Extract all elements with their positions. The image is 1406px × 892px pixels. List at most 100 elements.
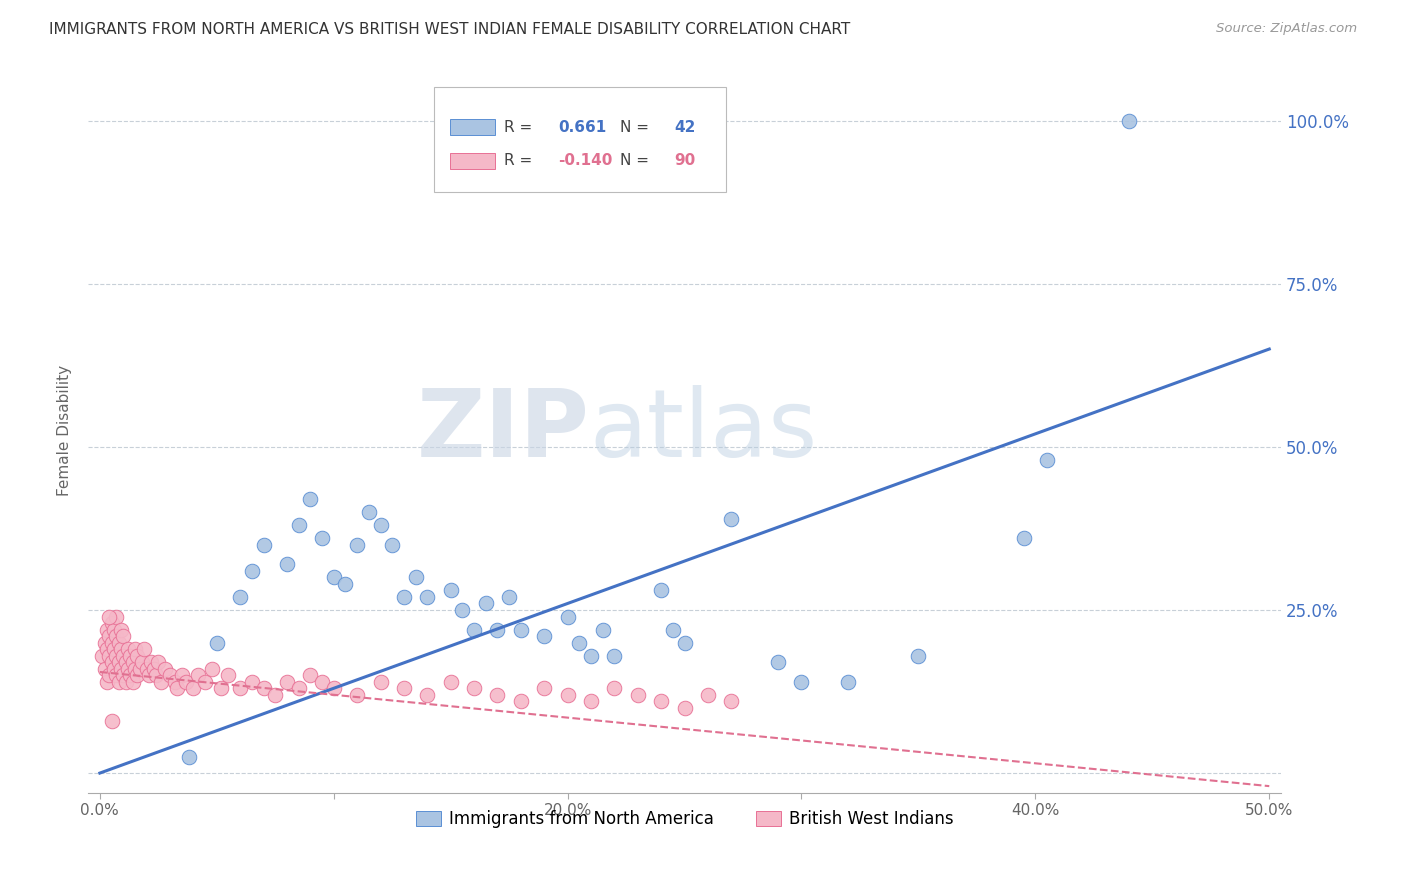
Point <box>1012 531 1035 545</box>
Point <box>124 662 146 676</box>
Text: IMMIGRANTS FROM NORTH AMERICA VS BRITISH WEST INDIAN FEMALE DISABILITY CORRELATI: IMMIGRANTS FROM NORTH AMERICA VS BRITISH… <box>49 22 851 37</box>
Point <box>720 694 742 708</box>
Point <box>105 609 128 624</box>
Point <box>416 590 439 604</box>
Point <box>264 688 287 702</box>
Point <box>392 590 415 604</box>
Point <box>170 668 193 682</box>
Point <box>474 597 496 611</box>
Point <box>357 505 380 519</box>
Legend: Immigrants from North America, British West Indians: Immigrants from North America, British W… <box>409 804 960 835</box>
Point <box>93 635 115 649</box>
Point <box>141 655 163 669</box>
Point <box>392 681 415 696</box>
Text: N =: N = <box>620 153 654 168</box>
Point <box>440 583 463 598</box>
Point <box>1118 113 1140 128</box>
Point <box>112 629 135 643</box>
Y-axis label: Female Disability: Female Disability <box>58 365 72 496</box>
Point <box>568 635 591 649</box>
Point <box>673 701 696 715</box>
Text: 90: 90 <box>673 153 695 168</box>
Point <box>498 590 520 604</box>
Point <box>650 583 672 598</box>
Point <box>117 642 139 657</box>
Point <box>322 570 344 584</box>
Point <box>440 674 463 689</box>
Point <box>370 674 392 689</box>
Point <box>131 655 153 669</box>
Point <box>311 674 333 689</box>
Point <box>100 615 122 630</box>
Point <box>98 648 121 663</box>
Point <box>370 518 392 533</box>
Point <box>240 674 263 689</box>
Point <box>650 694 672 708</box>
Point <box>176 674 198 689</box>
Point <box>229 590 252 604</box>
Point <box>299 668 322 682</box>
Point <box>112 648 135 663</box>
Point <box>557 609 579 624</box>
Point <box>134 642 156 657</box>
Point <box>145 668 167 682</box>
Point <box>183 681 205 696</box>
Point <box>287 518 309 533</box>
Point <box>121 655 143 669</box>
Text: R =: R = <box>505 120 537 135</box>
Point <box>105 668 128 682</box>
Point <box>114 655 136 669</box>
Text: -0.140: -0.140 <box>558 153 613 168</box>
Point <box>114 674 136 689</box>
Text: ZIP: ZIP <box>416 384 589 476</box>
Point <box>509 694 531 708</box>
Point <box>120 648 142 663</box>
Point <box>117 662 139 676</box>
Point <box>346 538 368 552</box>
Text: 0.661: 0.661 <box>558 120 606 135</box>
Point <box>229 681 252 696</box>
Point <box>107 655 129 669</box>
Point <box>107 674 129 689</box>
Point <box>135 662 157 676</box>
Point <box>91 648 114 663</box>
Point <box>579 648 602 663</box>
Point <box>110 642 132 657</box>
Point <box>105 629 128 643</box>
Point <box>1036 453 1059 467</box>
Point <box>100 714 122 728</box>
Point <box>720 511 742 525</box>
Point <box>93 662 115 676</box>
Point <box>96 674 118 689</box>
Text: 42: 42 <box>673 120 695 135</box>
Point <box>100 655 122 669</box>
Point <box>533 629 555 643</box>
Text: atlas: atlas <box>589 384 817 476</box>
Point <box>627 688 650 702</box>
FancyBboxPatch shape <box>450 120 495 136</box>
FancyBboxPatch shape <box>450 153 495 169</box>
Point <box>138 668 160 682</box>
Text: Source: ZipAtlas.com: Source: ZipAtlas.com <box>1216 22 1357 36</box>
Point <box>603 648 626 663</box>
Point <box>592 623 614 637</box>
Point <box>662 623 685 637</box>
Point <box>148 655 170 669</box>
Point <box>105 648 128 663</box>
Point <box>557 688 579 702</box>
Point <box>509 623 531 637</box>
Point <box>103 662 125 676</box>
Point <box>486 688 509 702</box>
Point <box>127 668 149 682</box>
Point <box>486 623 509 637</box>
Point <box>673 635 696 649</box>
Point <box>107 635 129 649</box>
Point <box>110 623 132 637</box>
Point <box>211 681 233 696</box>
Point <box>790 674 813 689</box>
Point <box>463 623 485 637</box>
Text: R =: R = <box>505 153 537 168</box>
Point <box>240 564 263 578</box>
Point <box>98 609 121 624</box>
Point <box>299 492 322 507</box>
